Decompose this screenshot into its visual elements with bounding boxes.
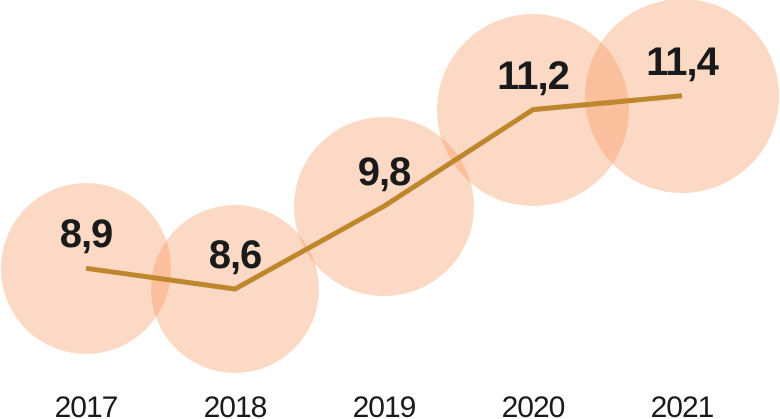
x-axis-tick-label: 2018 — [203, 391, 268, 419]
x-axis-tick-label: 2021 — [650, 391, 715, 419]
x-axis-tick-label: 2019 — [352, 391, 417, 419]
trend-line — [85, 93, 683, 292]
value-label: 8,9 — [59, 212, 114, 257]
data-bubble-2017 — [0, 182, 172, 354]
value-label: 8,6 — [208, 233, 263, 277]
value-label: 11,4 — [646, 39, 719, 84]
x-axis-tick-label: 2020 — [501, 391, 566, 419]
x-axis-tick-label: 2017 — [54, 391, 119, 419]
value-label: 9,8 — [357, 150, 412, 195]
value-label: 11,2 — [497, 53, 570, 98]
